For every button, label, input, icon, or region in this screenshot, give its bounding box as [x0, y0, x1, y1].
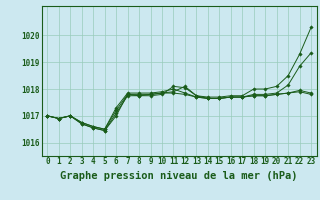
X-axis label: Graphe pression niveau de la mer (hPa): Graphe pression niveau de la mer (hPa)	[60, 171, 298, 181]
